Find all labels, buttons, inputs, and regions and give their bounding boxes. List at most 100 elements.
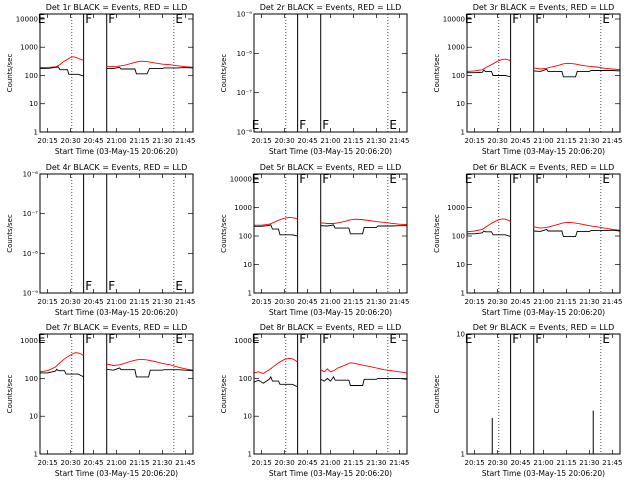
flag-label: F (85, 332, 92, 346)
y-tick-label: 10 (29, 413, 38, 421)
y-axis-label: Counts/sec (220, 375, 228, 414)
x-tick-label: 21:45 (175, 459, 195, 467)
y-tick-label: 10⁻⁸ (237, 50, 253, 58)
x-tick-label: 20:30 (61, 459, 81, 467)
y-tick-label: 10⁻⁹ (237, 11, 253, 19)
y-tick-label: 10 (456, 261, 465, 269)
x-tick-label: 21:45 (389, 459, 409, 467)
x-tick-label: 20:15 (252, 298, 272, 306)
x-tick-label: 20:45 (510, 298, 530, 306)
event-rate-line (40, 66, 84, 77)
y-tick-label: 1000 (234, 204, 252, 212)
y-tick-label: 10000 (443, 15, 465, 23)
x-tick-label: 21:00 (533, 298, 553, 306)
x-tick-label: 20:30 (61, 298, 81, 306)
x-tick-label: 20:15 (465, 298, 485, 306)
event-rate-line (320, 224, 407, 235)
flag-label: E (465, 172, 473, 186)
lld-rate-line (467, 218, 511, 233)
y-axis-label: Counts/sec (433, 375, 441, 414)
x-tick-label: 21:30 (579, 459, 599, 467)
series-group (467, 58, 620, 78)
x-tick-label: 20:30 (275, 459, 295, 467)
flag-label: E (602, 172, 610, 186)
y-tick-label: 1 (461, 290, 465, 298)
y-axis-label: Counts/sec (220, 54, 228, 93)
x-axis-label: Start Time (03-May-15 20:06:20) (482, 469, 605, 478)
x-tick-label: 21:30 (579, 298, 599, 306)
flag-label: F (535, 172, 542, 186)
x-axis-label: Start Time (03-May-15 20:06:20) (269, 308, 392, 317)
chart-panel-5: Det 5r BLACK = Events, RED = LLD Counts/s… (220, 163, 409, 317)
flag-label: E (389, 172, 397, 186)
x-tick-label: 21:15 (343, 298, 363, 306)
x-tick-label: 21:00 (106, 137, 126, 145)
event-rate-line (106, 66, 193, 75)
flag-label: F (322, 118, 329, 132)
y-tick-label: 1 (34, 129, 38, 137)
flag-label: E (38, 12, 46, 26)
flag-label: E (252, 172, 260, 186)
x-tick-label: 21:00 (320, 459, 340, 467)
x-tick-label: 21:15 (129, 298, 149, 306)
x-tick-label: 21:15 (556, 298, 576, 306)
x-tick-label: 21:15 (129, 459, 149, 467)
lld-rate-line (533, 62, 620, 71)
x-tick-label: 20:45 (297, 459, 317, 467)
event-rate-line (320, 376, 407, 386)
flag-label: F (85, 279, 92, 293)
x-tick-label: 21:00 (106, 298, 126, 306)
series-group (254, 216, 407, 237)
y-tick-label: 100 (25, 72, 38, 80)
x-tick-label: 21:15 (129, 137, 149, 145)
flag-label: F (299, 118, 306, 132)
lld-rate-line (40, 56, 84, 69)
y-tick-label: 10⁻⁶ (23, 171, 39, 179)
lld-rate-line (320, 218, 407, 226)
event-rate-line (254, 375, 298, 388)
flag-label: F (322, 332, 329, 346)
y-tick-label: 100 (239, 233, 252, 241)
flag-label: E (175, 12, 183, 26)
x-tick-label: 20:15 (465, 459, 485, 467)
x-tick-label: 20:15 (252, 137, 272, 145)
x-tick-label: 21:00 (320, 137, 340, 145)
x-tick-label: 21:15 (343, 459, 363, 467)
series-group (467, 218, 620, 238)
y-axis-label: Counts/sec (220, 214, 228, 253)
chart-title: Det 5r BLACK = Events, RED = LLD (260, 163, 402, 172)
plot-frame (466, 333, 621, 455)
y-tick-label: 10 (243, 413, 252, 421)
x-tick-label: 20:45 (83, 298, 103, 306)
event-rate-line (533, 228, 620, 238)
y-axis-label: Counts/sec (6, 375, 14, 414)
y-tick-label: 100 (452, 233, 465, 241)
y-tick-label: 1000 (447, 44, 465, 52)
y-tick-label: 1 (248, 290, 252, 298)
y-tick-label: 10 (243, 261, 252, 269)
series-group (254, 357, 407, 388)
y-tick-label: 10 (456, 100, 465, 108)
series-group (40, 56, 193, 77)
x-tick-label: 20:30 (488, 298, 508, 306)
x-tick-label: 20:15 (465, 137, 485, 145)
lld-rate-line (320, 362, 407, 374)
x-tick-label: 20:45 (510, 137, 530, 145)
chart-panel-3: Det 3r BLACK = Events, RED = LLD Counts/s… (433, 3, 622, 156)
x-tick-label: 20:15 (38, 137, 58, 145)
chart-title: Det 2r BLACK = Events, RED = LLD (260, 3, 402, 12)
x-tick-label: 21:30 (366, 137, 386, 145)
flag-label: F (108, 12, 115, 26)
x-tick-label: 20:45 (83, 459, 103, 467)
chart-title: Det 9r BLACK = Events, RED = LLD (473, 323, 615, 332)
y-tick-label: 10 (456, 331, 465, 339)
y-axis-label: Counts/sec (433, 214, 441, 253)
x-tick-label: 21:00 (533, 137, 553, 145)
x-tick-label: 20:15 (38, 459, 58, 467)
chart-title: Det 8r BLACK = Events, RED = LLD (260, 323, 402, 332)
chart-title: Det 1r BLACK = Events, RED = LLD (46, 3, 188, 12)
flag-label: E (175, 332, 183, 346)
x-tick-label: 21:45 (602, 298, 622, 306)
y-axis-label: Counts/sec (6, 54, 14, 93)
plot-frame (39, 173, 194, 294)
